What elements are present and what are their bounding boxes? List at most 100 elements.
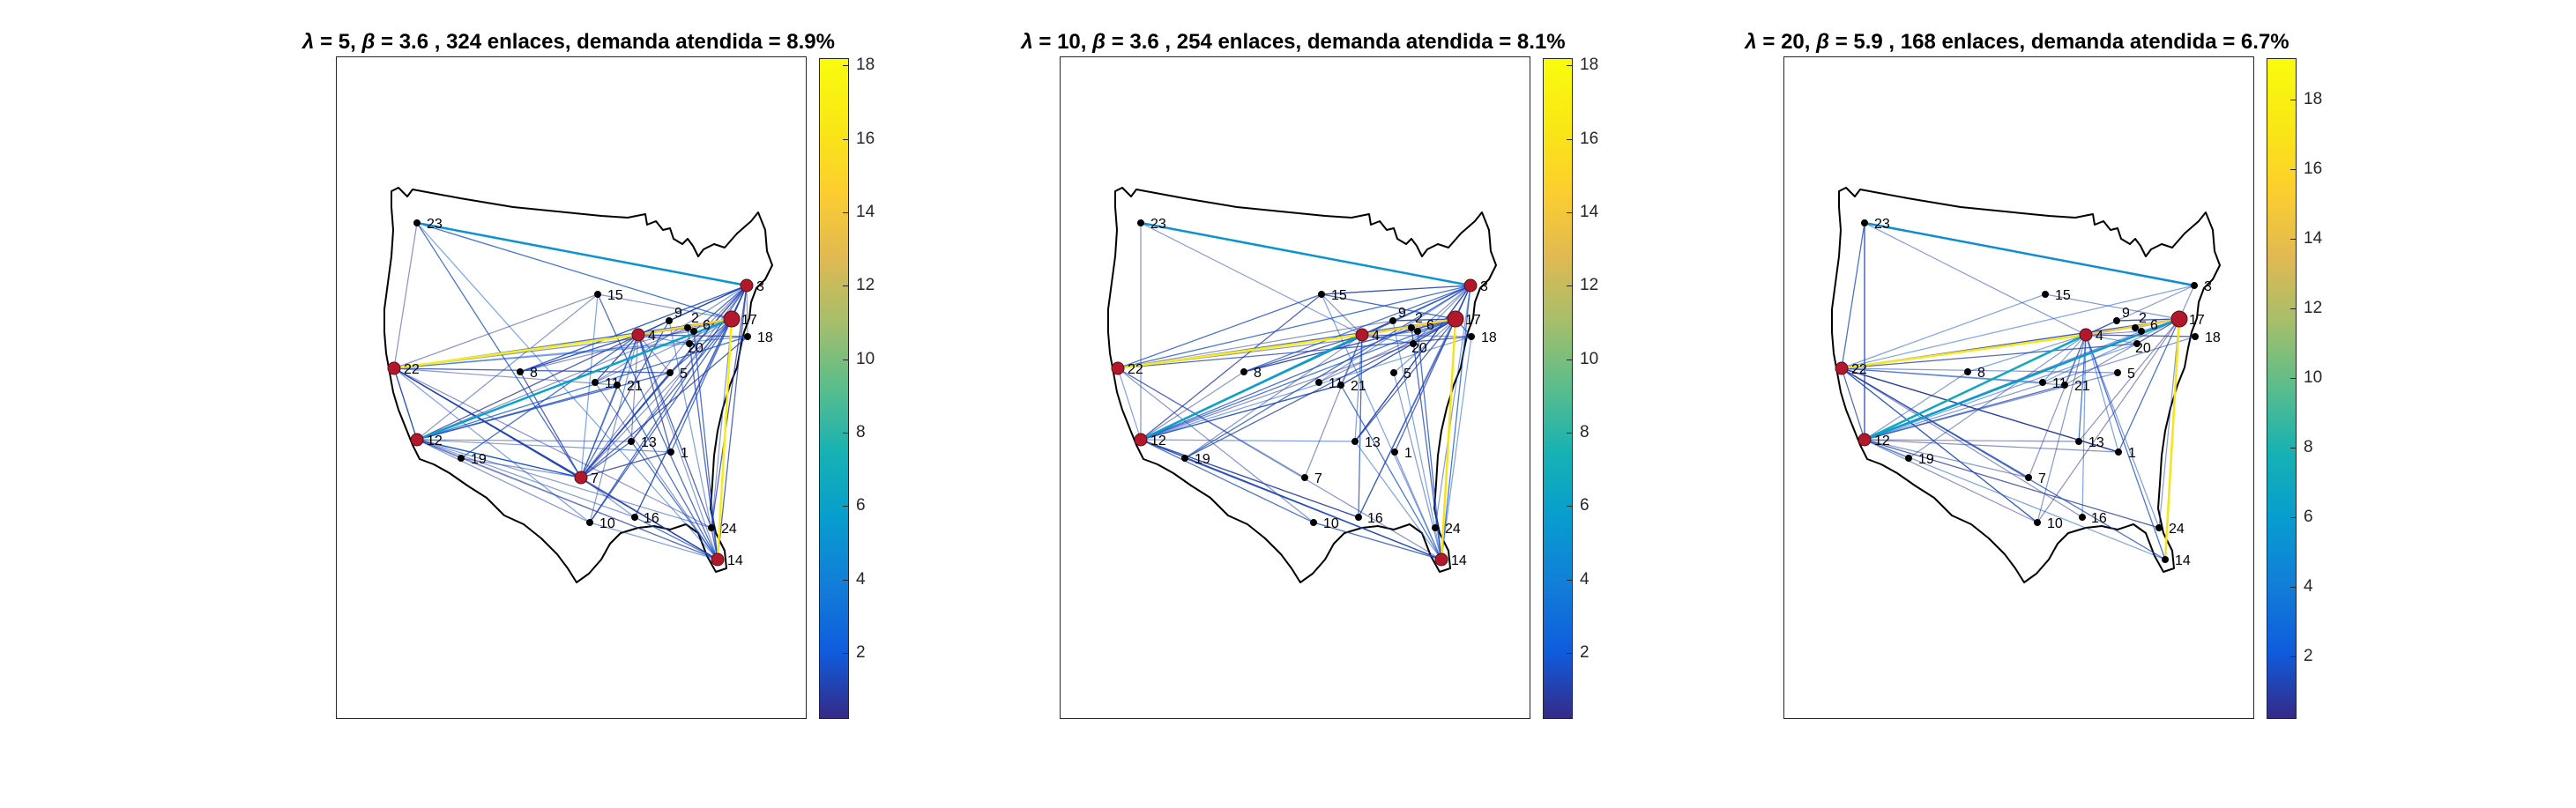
title-beta-symbol: β	[1816, 30, 1830, 54]
colorbar-tick-mark	[2290, 656, 2297, 657]
node-label: 18	[1481, 330, 1497, 345]
node-marker	[2192, 333, 2199, 340]
hub-node-marker	[1355, 328, 1369, 342]
node-marker	[2191, 282, 2198, 289]
network-edge	[637, 334, 672, 453]
colorbar	[819, 58, 849, 719]
network-edge	[416, 439, 672, 453]
node-marker	[667, 448, 674, 456]
node-label: 2	[2139, 311, 2147, 326]
network-edge	[2118, 318, 2180, 453]
network-edge	[1441, 336, 1472, 560]
network-edge	[634, 516, 718, 560]
node-label: 14	[1451, 553, 1467, 568]
node-label: 23	[1150, 217, 1166, 232]
network-edge	[1243, 318, 1456, 373]
title-rest: = 3.6 , 324 enlaces, demanda atendida = …	[375, 30, 835, 54]
colorbar-tick-label: 12	[1580, 276, 1599, 295]
network-edge-highlight	[393, 333, 639, 370]
network-edge	[2085, 334, 2166, 560]
hub-node-marker	[1134, 433, 1148, 447]
node-marker	[2061, 382, 2068, 389]
colorbar-tick-mark	[2290, 378, 2297, 380]
network-edge	[1864, 439, 2029, 478]
node-label: 16	[1367, 511, 1383, 526]
network-edge	[1117, 367, 1314, 523]
network-edge	[711, 285, 748, 529]
network-edge	[393, 367, 671, 374]
network-edge-highlight	[1440, 318, 1457, 560]
node-marker	[1355, 514, 1362, 521]
network-edge	[1117, 285, 1471, 369]
title-lambda-value: = 10,	[1032, 30, 1093, 54]
network-edge	[2036, 318, 2180, 523]
node-label: 18	[2205, 330, 2221, 345]
network-edge	[393, 367, 618, 386]
map-plot-area: 1 2 3 4 5 6 7 8 9 10 11 12 13 14 15 16 17 18 19 20 21 22 23 24	[1783, 56, 2254, 719]
node-marker	[2162, 556, 2169, 563]
node-marker	[1181, 455, 1188, 462]
us-map-outline	[1831, 187, 2221, 583]
network-edge	[580, 330, 695, 478]
colorbar-tick-mark	[2290, 239, 2297, 241]
node-label: 20	[1411, 341, 1427, 356]
node-marker	[1310, 519, 1317, 526]
node-marker	[1468, 333, 1475, 340]
network-edge	[1184, 285, 1471, 459]
network-edge	[1354, 441, 1442, 560]
us-map-outline	[1107, 187, 1497, 583]
colorbar-tick-mark	[1567, 506, 1573, 508]
node-marker	[2113, 317, 2120, 324]
hub-node-marker	[2170, 310, 2188, 328]
colorbar	[1543, 58, 1573, 719]
node-label: 4	[1372, 329, 1380, 344]
node-label: 8	[1977, 366, 1985, 381]
node-marker	[2075, 438, 2082, 445]
network-edge	[1140, 439, 1314, 523]
network-edge	[1117, 293, 1322, 369]
network-edge	[1184, 334, 1363, 459]
network-edge	[1140, 439, 1359, 518]
us-map-outline	[383, 187, 773, 583]
network-edge	[2085, 334, 2160, 529]
node-label: 24	[2169, 522, 2185, 537]
node-label: 7	[591, 471, 599, 486]
node-marker	[2138, 328, 2145, 335]
network-edge	[1841, 367, 2083, 518]
node-marker	[744, 333, 751, 340]
network-edge	[1441, 285, 1471, 560]
network-edge-highlight	[1117, 333, 1363, 370]
colorbar-tick-label: 2	[2304, 646, 2313, 665]
node-marker	[690, 328, 697, 335]
colorbar-tick-label: 10	[1580, 349, 1599, 368]
network-edge	[1140, 439, 1442, 560]
map-plot-area: 1 2 3 4 5 6 7 8 9 10 11 12 13 14 15 16 17 18 19 20 21 22 23 24	[1060, 56, 1530, 719]
hub-node-marker	[1835, 361, 1849, 375]
colorbar-tick-label: 14	[2304, 229, 2323, 248]
node-marker	[1240, 368, 1247, 375]
network-edge	[416, 372, 671, 441]
node-label: 4	[2096, 329, 2103, 344]
colorbar-tick-label: 4	[1580, 569, 1590, 589]
colorbar-tick-label: 8	[2304, 438, 2313, 457]
network-edge	[637, 334, 671, 374]
network-edge	[1243, 334, 1363, 373]
network-edge	[460, 334, 639, 459]
network-edge	[1841, 367, 2119, 453]
node-label: 3	[1480, 279, 1488, 294]
network-edge	[1864, 439, 2166, 560]
network-edge	[630, 285, 748, 442]
title-lambda-value: = 5,	[314, 30, 362, 54]
colorbar-tick-label: 4	[856, 569, 866, 589]
node-label: 22	[1128, 362, 1143, 377]
network-edge	[1361, 334, 1472, 337]
panel-title: λ = 5, β = 3.6 , 324 enlaces, demanda at…	[302, 30, 835, 55]
node-label: 7	[2038, 471, 2046, 486]
network-edge	[580, 285, 748, 478]
node-label: 23	[427, 217, 443, 232]
network-edge	[2081, 334, 2087, 518]
network-edge	[416, 439, 591, 523]
colorbar-tick-label: 6	[2304, 508, 2313, 527]
network-edge	[1864, 336, 2196, 441]
